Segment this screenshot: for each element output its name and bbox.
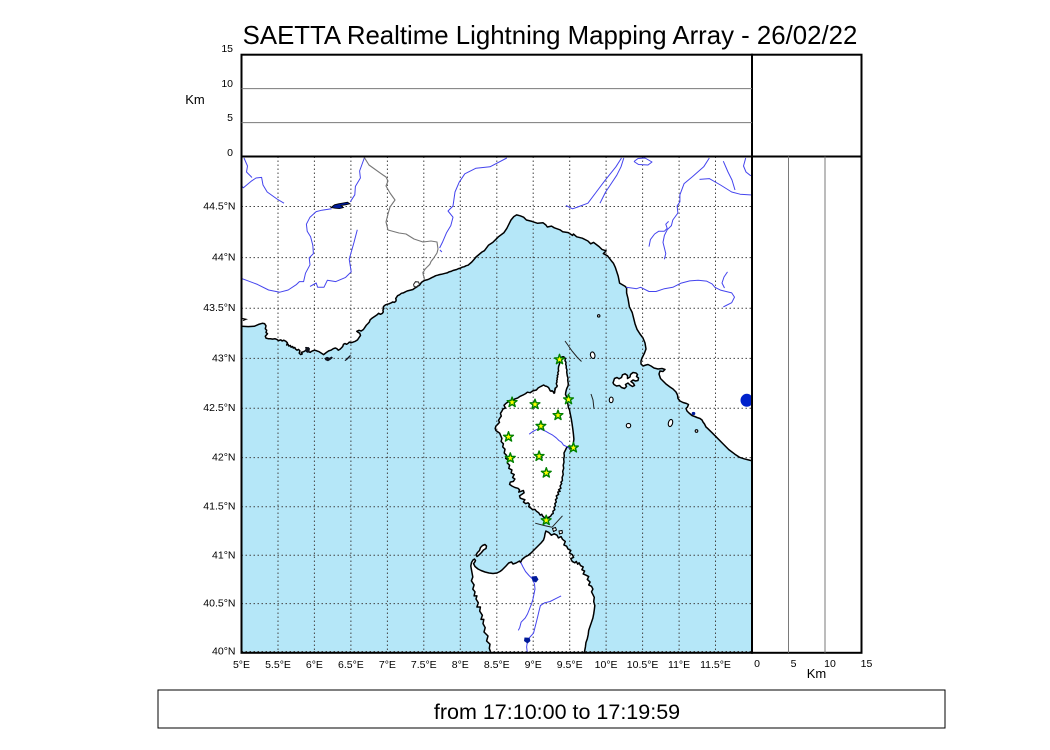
svg-text:9.5°E: 9.5°E [557,659,583,671]
svg-text:41°N: 41°N [212,549,235,561]
svg-text:7°E: 7°E [379,659,396,671]
svg-text:43.5°N: 43.5°N [203,302,235,314]
svg-text:SAETTA Realtime Lightning Mapp: SAETTA Realtime Lightning Mapping Array … [243,22,858,50]
svg-text:11°E: 11°E [668,659,690,671]
svg-text:5: 5 [227,112,233,124]
svg-text:5.5°E: 5.5°E [265,659,291,671]
svg-text:10.5°E: 10.5°E [627,659,659,671]
svg-text:44°N: 44°N [212,252,235,264]
svg-text:7.5°E: 7.5°E [411,659,437,671]
svg-text:6°E: 6°E [306,659,323,671]
svg-text:10°E: 10°E [595,659,618,671]
svg-text:11.5°E: 11.5°E [700,659,731,671]
svg-text:10: 10 [824,658,836,670]
svg-text:Km: Km [807,666,827,681]
svg-text:5°E: 5°E [233,659,250,671]
svg-text:from 17:10:00 to 17:19:59: from 17:10:00 to 17:19:59 [434,700,680,724]
svg-text:9°E: 9°E [525,659,542,671]
svg-text:42°N: 42°N [212,452,235,464]
svg-text:42.5°N: 42.5°N [203,402,235,414]
svg-text:5: 5 [791,658,797,670]
svg-text:41.5°N: 41.5°N [203,501,235,513]
svg-text:10: 10 [221,78,233,90]
svg-text:8.5°E: 8.5°E [484,659,510,671]
svg-text:6.5°E: 6.5°E [338,659,364,671]
svg-text:8°E: 8°E [452,659,469,671]
svg-text:15: 15 [221,43,233,55]
svg-text:0: 0 [227,147,233,159]
svg-text:43°N: 43°N [212,352,235,364]
svg-text:Km: Km [185,92,205,107]
svg-text:44.5°N: 44.5°N [203,201,235,213]
svg-text:40°N: 40°N [212,646,235,658]
svg-text:15: 15 [861,658,873,670]
svg-text:0: 0 [754,658,760,670]
svg-text:40.5°N: 40.5°N [203,598,235,610]
